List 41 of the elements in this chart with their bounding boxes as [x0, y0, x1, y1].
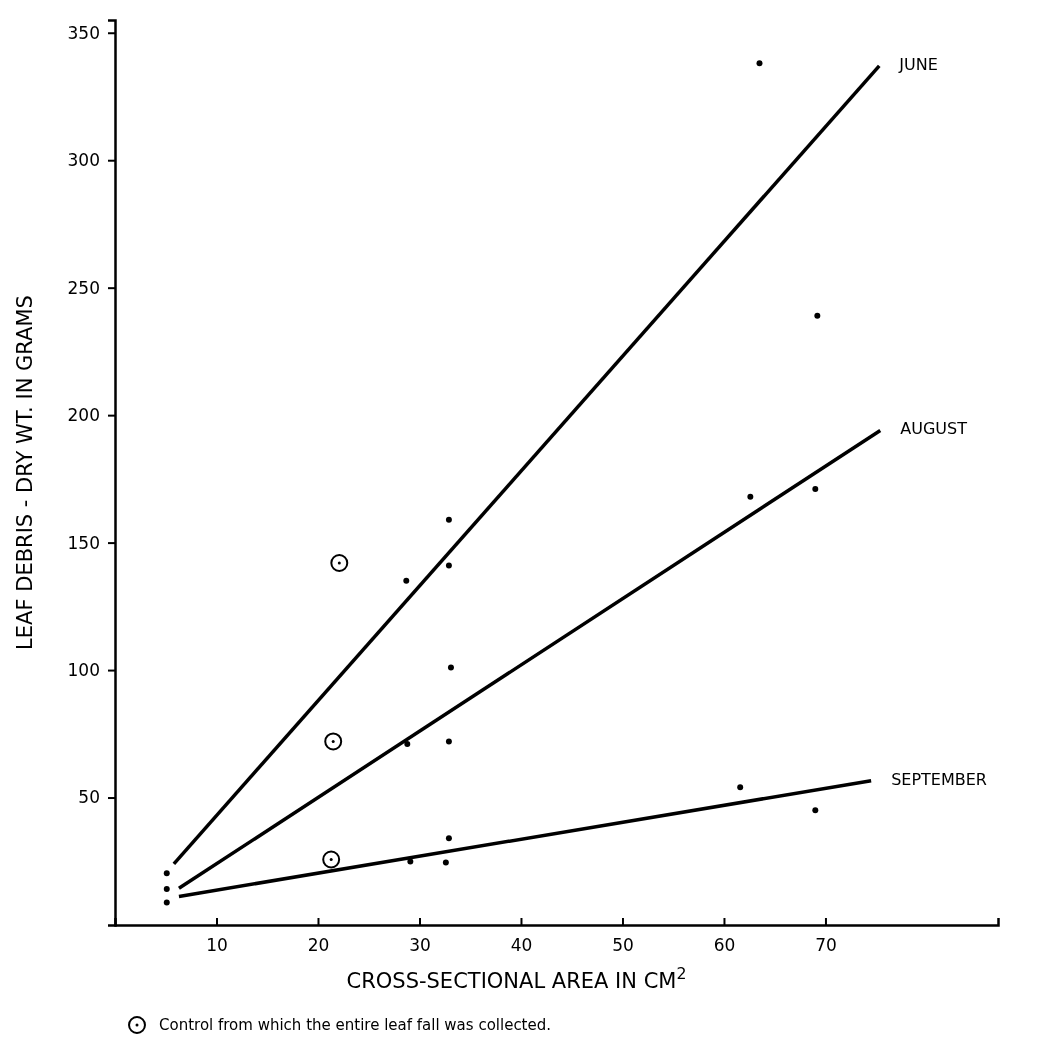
point [445, 516, 452, 523]
series-label: AUGUST [900, 419, 968, 439]
point [737, 784, 744, 791]
point [812, 486, 819, 493]
y-tick-label: 250 [67, 277, 100, 298]
series-label: SEPTEMBER [891, 769, 987, 789]
y-tick-label: 150 [67, 532, 100, 553]
point [163, 886, 170, 893]
legend-label: Control from which the entire leaf fall was collected. [159, 1016, 552, 1034]
x-tick-label: 30 [409, 935, 431, 956]
x-tick-label: 60 [713, 935, 736, 956]
y-tick-label: 50 [78, 787, 100, 808]
x-tick-label: 10 [206, 935, 228, 956]
point [330, 554, 349, 572]
point [814, 312, 821, 319]
series-label: JUNE [898, 54, 938, 74]
point [447, 664, 454, 671]
x-tick-label: 40 [510, 935, 533, 956]
point [404, 741, 411, 747]
y-tick-label: 100 [67, 660, 100, 681]
x-axis-title: CROSS-SECTIONAL AREA IN CM$^{2}$ [346, 963, 687, 993]
y-tick-label: 300 [67, 150, 100, 171]
x-tick-label: 50 [612, 935, 634, 956]
y-tick-label: 350 [67, 22, 100, 43]
point [163, 870, 170, 877]
point [445, 562, 452, 569]
point [756, 60, 763, 67]
y-axis-title: LEAF DEBRIS - DRY WT. IN GRAMS [13, 295, 37, 650]
point [445, 835, 452, 842]
y-tick-label: 200 [67, 405, 100, 426]
point [322, 850, 341, 869]
point [442, 859, 449, 866]
point [403, 577, 410, 584]
x-tick-label: 70 [815, 935, 837, 956]
point [812, 807, 819, 814]
point [324, 732, 343, 751]
point [747, 493, 754, 500]
point [407, 858, 414, 865]
point [163, 899, 170, 906]
x-tick-label: 20 [307, 935, 330, 956]
point [445, 738, 452, 745]
